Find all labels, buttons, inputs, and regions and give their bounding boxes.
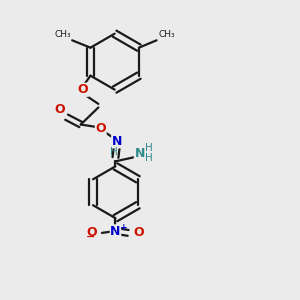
Text: −: − <box>86 232 95 242</box>
Text: O: O <box>95 122 106 135</box>
Text: CH₃: CH₃ <box>158 30 175 39</box>
Text: O: O <box>78 83 88 96</box>
Text: N: N <box>110 225 121 238</box>
Text: +: + <box>120 223 127 232</box>
Text: H: H <box>110 147 117 157</box>
Text: H: H <box>145 152 153 163</box>
Text: N: N <box>112 135 122 148</box>
Text: CH₃: CH₃ <box>54 30 71 39</box>
Text: O: O <box>86 226 97 239</box>
Text: N: N <box>134 147 145 160</box>
Text: H: H <box>145 143 153 153</box>
Text: O: O <box>55 103 65 116</box>
Text: O: O <box>133 226 144 239</box>
